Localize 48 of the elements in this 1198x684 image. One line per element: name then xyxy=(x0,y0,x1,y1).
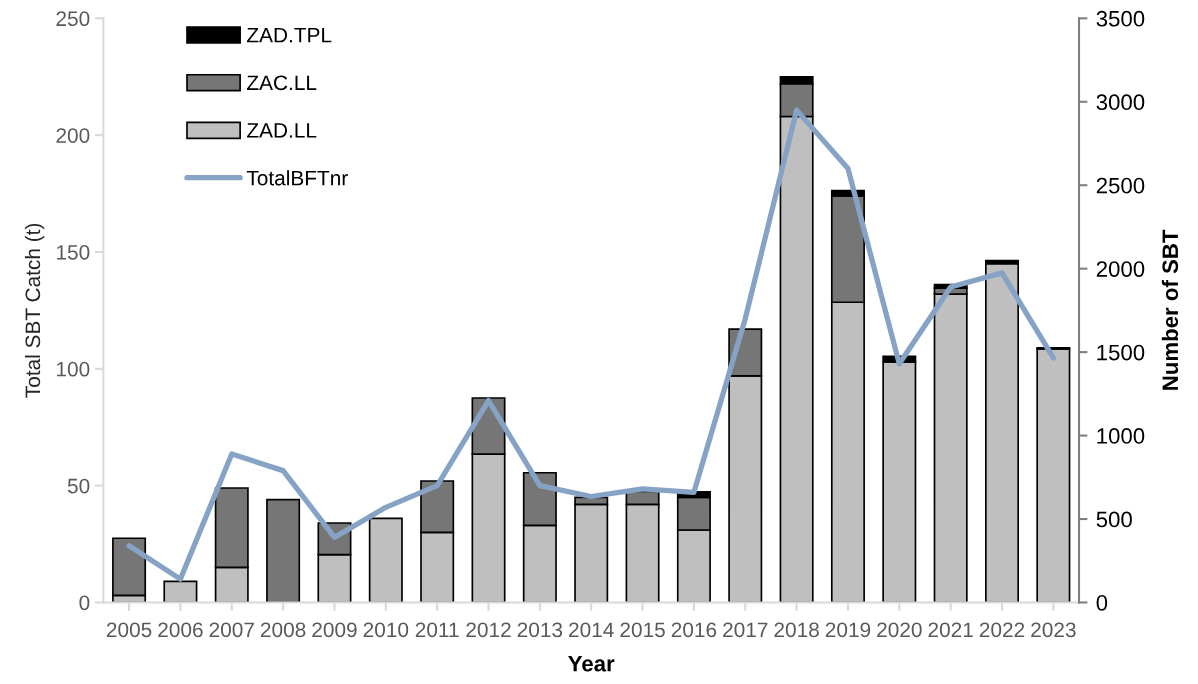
legend-label: ZAD.LL xyxy=(247,123,317,138)
x-tick-label: 2017 xyxy=(723,622,768,638)
bar xyxy=(368,517,403,603)
y-axis-title: Total SBT Catch (t) xyxy=(24,223,45,398)
x-tick-label: 2013 xyxy=(517,622,563,638)
bar xyxy=(985,262,1020,603)
legend-label: TotalBFTnr xyxy=(246,170,348,186)
y-tick-label: 200 xyxy=(56,128,90,143)
y2-tick-label: 3500 xyxy=(1096,10,1145,27)
bar xyxy=(266,498,301,603)
x-tick-label: 2020 xyxy=(877,622,922,638)
legend-label: ZAD.TPL xyxy=(247,27,332,43)
y2-tick-label: 3000 xyxy=(1096,94,1145,111)
legend-label: ZAC.LL xyxy=(247,75,317,91)
x-tick-label: 2012 xyxy=(466,622,511,638)
x-axis-title: Year xyxy=(568,656,615,672)
y2-tick-label: 0 xyxy=(1096,595,1108,611)
y2-tick-label: 1000 xyxy=(1097,428,1145,444)
x-tick-label: 2005 xyxy=(106,622,152,638)
x-tick-label: 2008 xyxy=(260,622,306,638)
y-tick-label: 100 xyxy=(57,361,90,377)
bar xyxy=(163,580,198,603)
bar xyxy=(1036,348,1071,603)
x-tick-label: 2018 xyxy=(774,622,819,638)
y2-tick-label: 2000 xyxy=(1096,261,1145,277)
x-tick-label: 2023 xyxy=(1031,622,1076,638)
y2-axis-title: Number of SBT xyxy=(1161,229,1179,390)
x-tick-label: 2015 xyxy=(620,622,665,638)
y-tick-label: 150 xyxy=(57,244,90,260)
x-tick-label: 2011 xyxy=(415,622,459,638)
x-tick-label: 2007 xyxy=(209,622,254,638)
x-tick-label: 2016 xyxy=(671,622,717,638)
x-tick-label: 2019 xyxy=(825,622,871,638)
y2-tick-label: 500 xyxy=(1096,511,1132,528)
x-tick-label: 2009 xyxy=(312,622,357,638)
y2-tick-label: 2500 xyxy=(1096,177,1145,194)
x-tick-label: 2006 xyxy=(158,622,203,638)
x-tick-label: 2010 xyxy=(363,622,409,638)
bar xyxy=(112,537,147,597)
y-tick-label: 50 xyxy=(67,478,90,494)
y2-tick-label: 1500 xyxy=(1097,344,1145,361)
y-tick-label: 0 xyxy=(79,595,90,611)
bar xyxy=(882,360,917,603)
x-tick-label: 2021 xyxy=(928,622,973,638)
x-tick-label: 2014 xyxy=(569,622,614,638)
x-tick-label: 2022 xyxy=(979,622,1025,638)
y-tick-label: 250 xyxy=(56,11,90,27)
bar xyxy=(933,293,968,603)
